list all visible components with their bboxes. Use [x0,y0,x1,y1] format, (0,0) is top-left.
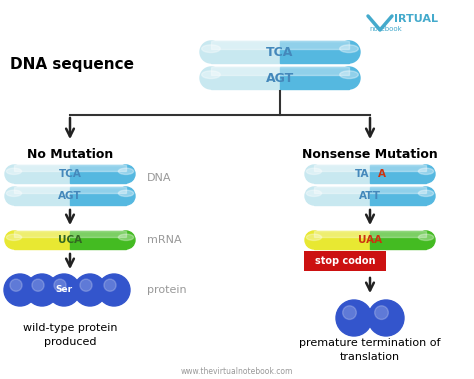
Ellipse shape [306,168,322,174]
Circle shape [32,279,44,291]
Bar [70,165,126,183]
Ellipse shape [306,234,322,240]
Text: stop codon: stop codon [315,256,375,266]
Ellipse shape [6,234,22,240]
Text: No Mutation: No Mutation [27,149,113,161]
Ellipse shape [200,41,222,63]
Bar [211,67,349,75]
Ellipse shape [117,165,135,183]
Bar [370,165,426,183]
Ellipse shape [5,187,23,205]
Circle shape [336,300,372,336]
Text: DNA: DNA [147,173,172,183]
Text: TCA: TCA [266,45,294,58]
Bar [14,231,126,237]
Ellipse shape [6,168,22,174]
Text: Ser: Ser [55,285,73,294]
Bar [70,187,126,205]
Ellipse shape [417,165,435,183]
Text: UAA: UAA [358,235,382,245]
Text: mRNA: mRNA [147,235,182,245]
Bar [211,41,349,49]
Text: AGT: AGT [266,72,294,85]
Text: AGT: AGT [58,191,82,201]
Ellipse shape [118,190,134,196]
Text: TCA: TCA [59,169,82,179]
Text: notebook: notebook [370,26,402,32]
Circle shape [80,279,92,291]
Text: protein: protein [147,285,187,295]
Ellipse shape [305,165,323,183]
Circle shape [98,274,130,306]
Bar [314,165,370,183]
Text: premature termination of
translation: premature termination of translation [299,338,441,362]
Circle shape [104,279,116,291]
Ellipse shape [340,71,358,78]
Bar [211,67,280,89]
Text: ATT: ATT [359,191,381,201]
Bar [314,165,426,171]
Ellipse shape [417,231,435,249]
Circle shape [48,274,80,306]
Circle shape [374,306,388,319]
Circle shape [74,274,106,306]
Ellipse shape [305,231,323,249]
Ellipse shape [338,67,360,89]
Bar [14,165,126,171]
Circle shape [4,274,36,306]
Bar [314,231,426,237]
Circle shape [10,279,22,291]
Circle shape [343,306,356,319]
Text: UCA: UCA [58,235,82,245]
Bar [14,231,70,249]
Text: DNA sequence: DNA sequence [10,56,134,72]
Bar [370,187,426,205]
Ellipse shape [419,168,434,174]
Ellipse shape [118,168,134,174]
Ellipse shape [5,231,23,249]
Bar [314,231,370,249]
Text: Nonsense Mutation: Nonsense Mutation [302,149,438,161]
Ellipse shape [338,41,360,63]
Ellipse shape [419,190,434,196]
Ellipse shape [201,71,220,78]
Ellipse shape [305,187,323,205]
Circle shape [26,274,58,306]
Ellipse shape [117,187,135,205]
Bar [314,187,370,205]
Text: IRTUAL: IRTUAL [394,14,438,24]
Text: A: A [378,169,386,179]
Bar [280,41,349,63]
Bar [211,41,280,63]
Ellipse shape [201,45,220,53]
Ellipse shape [419,234,434,240]
Bar [370,231,426,249]
Bar [280,67,349,89]
Text: TA: TA [355,169,369,179]
Bar [14,187,126,193]
Ellipse shape [118,234,134,240]
Ellipse shape [417,187,435,205]
Bar [14,165,70,183]
Ellipse shape [5,165,23,183]
FancyBboxPatch shape [304,251,386,271]
Bar [14,187,70,205]
Circle shape [368,300,404,336]
Text: wild-type protein
produced: wild-type protein produced [23,323,117,347]
Text: www.thevirtualnotebook.com: www.thevirtualnotebook.com [181,368,293,376]
Ellipse shape [340,45,358,53]
Ellipse shape [200,67,222,89]
Bar [314,187,426,193]
Circle shape [54,279,66,291]
Ellipse shape [6,190,22,196]
Bar [70,231,126,249]
Ellipse shape [117,231,135,249]
Ellipse shape [306,190,322,196]
